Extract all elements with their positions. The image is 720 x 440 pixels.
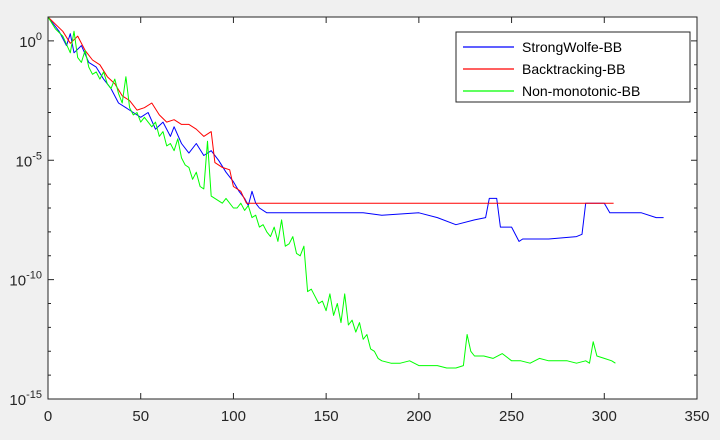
x-tick-label: 150 [314,408,339,425]
x-axis: 0 50 100 150 200 250 300 350 [44,17,710,425]
x-tick-label: 250 [499,408,524,425]
legend-label-backtracking: Backtracking-BB [522,61,625,77]
y-tick-base: 10 [9,273,26,290]
y-tick-base: 10 [19,34,36,51]
x-tick-label: 350 [684,408,709,425]
legend: StrongWolfe-BB Backtracking-BB Non-monot… [455,31,691,103]
y-tick-exponent: -5 [32,150,42,162]
y-tick-label: 10-10 [9,270,42,290]
series-layer [47,16,664,369]
series-line-backtracking-bb [47,16,614,204]
y-tick-label: 10-15 [9,389,42,409]
series-line-non-monotonic-bb [47,16,616,369]
x-tick-label: 200 [406,408,431,425]
y-tick-exponent: 0 [36,31,42,43]
y-tick-base: 10 [9,392,26,409]
legend-label-strongwolfe: StrongWolfe-BB [522,39,622,55]
y-tick-label: 10-5 [16,150,42,170]
x-tick-label: 100 [221,408,246,425]
y-tick-label: 100 [19,31,42,51]
legend-label-nonmonotonic: Non-monotonic-BB [522,83,640,99]
y-tick-exponent: -10 [26,270,42,282]
x-tick-label: 300 [592,408,617,425]
x-tick-label: 50 [132,408,149,425]
x-tick-label: 0 [44,408,52,425]
legend-box [455,31,691,103]
y-tick-base: 10 [16,153,33,170]
y-tick-exponent: -15 [26,389,42,401]
